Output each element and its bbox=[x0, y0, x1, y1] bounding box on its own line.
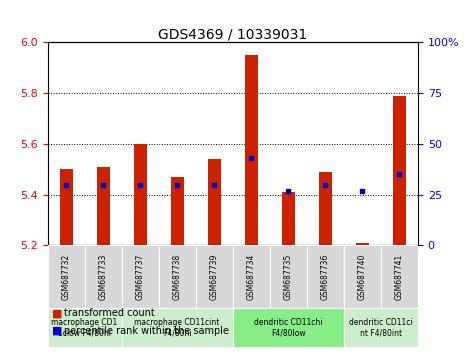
Bar bbox=[133, 144, 147, 245]
Bar bbox=[319, 172, 332, 245]
Bar bbox=[171, 177, 184, 245]
Text: GSM687735: GSM687735 bbox=[284, 254, 293, 300]
Text: GSM687740: GSM687740 bbox=[358, 254, 367, 300]
FancyBboxPatch shape bbox=[196, 245, 233, 308]
Bar bbox=[245, 55, 258, 245]
FancyBboxPatch shape bbox=[344, 245, 381, 308]
Text: dendritic CD11ci
nt F4/80int: dendritic CD11ci nt F4/80int bbox=[349, 318, 413, 337]
Text: GSM687738: GSM687738 bbox=[173, 254, 181, 300]
Bar bbox=[356, 243, 369, 245]
FancyBboxPatch shape bbox=[122, 308, 233, 347]
Text: GSM687736: GSM687736 bbox=[321, 254, 330, 300]
Text: GSM687732: GSM687732 bbox=[62, 254, 70, 300]
Text: macrophage CD11cint
F4/80hi: macrophage CD11cint F4/80hi bbox=[134, 318, 220, 337]
Text: ■: ■ bbox=[52, 308, 63, 318]
Text: macrophage CD1
1clow F4/80hi: macrophage CD1 1clow F4/80hi bbox=[51, 318, 118, 337]
FancyBboxPatch shape bbox=[85, 245, 122, 308]
Text: percentile rank within the sample: percentile rank within the sample bbox=[64, 326, 229, 336]
FancyBboxPatch shape bbox=[48, 245, 85, 308]
Text: GSM687739: GSM687739 bbox=[210, 254, 218, 300]
FancyBboxPatch shape bbox=[48, 308, 122, 347]
Bar bbox=[282, 192, 295, 245]
FancyBboxPatch shape bbox=[344, 308, 418, 347]
FancyBboxPatch shape bbox=[233, 245, 270, 308]
Title: GDS4369 / 10339031: GDS4369 / 10339031 bbox=[158, 27, 307, 41]
FancyBboxPatch shape bbox=[233, 308, 344, 347]
Bar bbox=[208, 159, 221, 245]
Text: GSM687733: GSM687733 bbox=[99, 254, 107, 300]
Text: GSM687741: GSM687741 bbox=[395, 254, 404, 300]
FancyBboxPatch shape bbox=[381, 245, 418, 308]
Bar bbox=[393, 96, 406, 245]
Text: GSM687737: GSM687737 bbox=[136, 254, 144, 300]
Bar bbox=[96, 167, 110, 245]
FancyBboxPatch shape bbox=[307, 245, 344, 308]
Text: dendritic CD11chi
F4/80low: dendritic CD11chi F4/80low bbox=[254, 318, 323, 337]
Text: transformed count: transformed count bbox=[64, 308, 155, 318]
Text: GSM687734: GSM687734 bbox=[247, 254, 256, 300]
FancyBboxPatch shape bbox=[122, 245, 159, 308]
FancyBboxPatch shape bbox=[159, 245, 196, 308]
Bar bbox=[59, 169, 73, 245]
Text: ■: ■ bbox=[52, 326, 63, 336]
FancyBboxPatch shape bbox=[270, 245, 307, 308]
